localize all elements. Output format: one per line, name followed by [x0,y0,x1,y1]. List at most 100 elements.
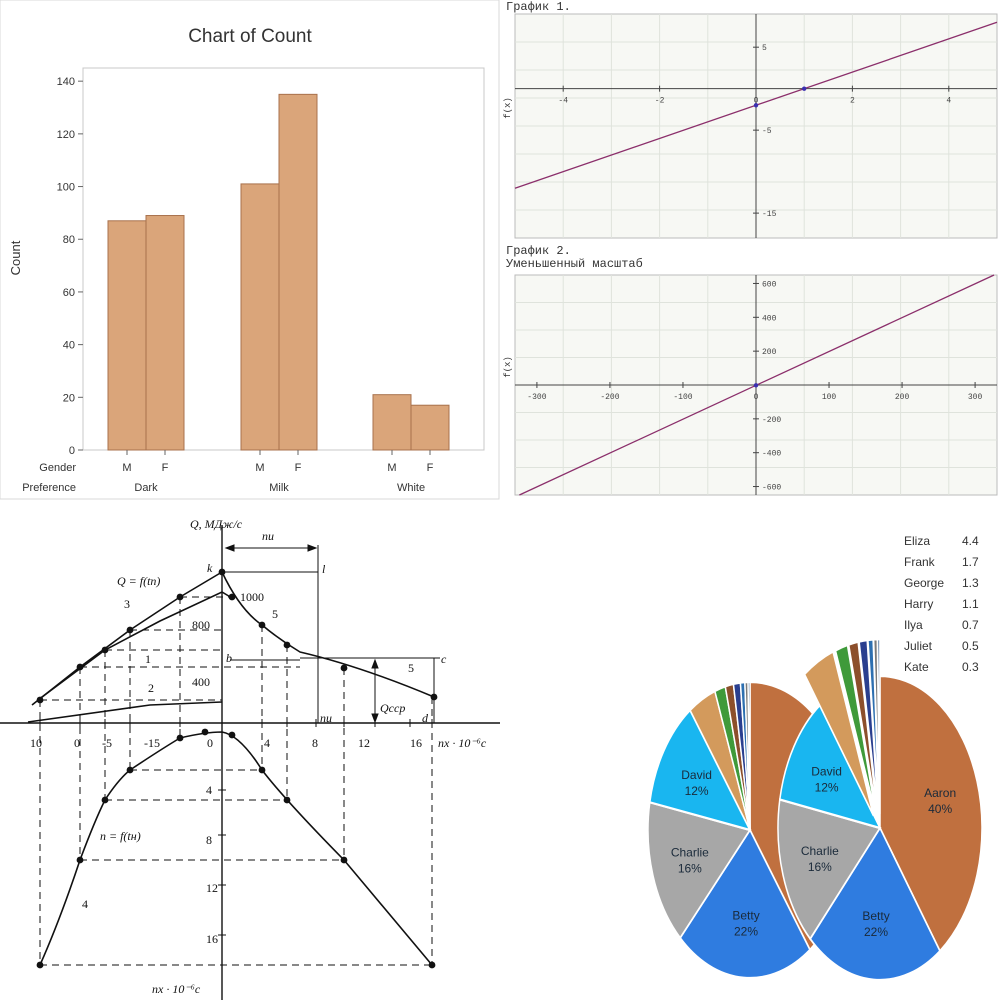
x-tick-label: 2 [850,97,855,106]
pie-slice-label: David [681,768,712,782]
x-axis-label: nx · 10⁻⁶c [438,736,487,750]
y-tick-label: 8 [206,833,212,847]
pie-slice-label: Aaron [924,786,956,800]
y-tick-label: 60 [63,287,75,299]
preference-label: Dark [134,482,158,494]
q-axis-label: Q, МДж/с [190,517,243,531]
data-point [258,766,266,774]
legend-name: Eliza [904,534,930,548]
x-axis-bottom-label: nx · 10⁻⁶c [152,982,201,996]
pie-slice-pct: 12% [685,784,709,798]
x-tick-label: 16 [410,736,422,750]
legend-value: 1.7 [962,555,979,569]
pie-slice-harry [858,638,879,815]
point-l-label: l [322,562,326,576]
graph-title: График 2. [506,244,571,258]
row-label-preference: Preference [22,482,76,494]
curve-3-label: 3 [124,597,130,611]
pie-slice-pct: 16% [808,860,832,874]
data-point [283,641,291,649]
point-k-label: k [207,561,213,575]
data-point [430,693,438,701]
x-tick-label: 100 [822,393,837,402]
pie-slice-group [778,703,882,830]
curve-4 [39,731,433,966]
y-tick-label: 140 [57,76,75,88]
y-tick-label: 4 [206,783,212,797]
data-point [76,663,84,671]
data-point [36,696,44,704]
gender-label: F [427,462,434,474]
legend-name: Kate [904,660,929,674]
line-graphs-panel: -4 -2 0 2 4 5 -5 -15 График 1. f(x) -300 -200 -100 0 1… [500,0,1000,500]
value-400: 400 [192,675,210,689]
y-tick-label: 120 [57,129,75,141]
line-graphs: -4 -2 0 2 4 5 -5 -15 График 1. f(x) -300 -200 -100 0 1… [500,0,1000,500]
y-tick-label: -400 [762,450,781,459]
pie-charts-panel: Aaron40%Betty22%Charlie16%David12%Aaron4… [500,500,1000,1000]
curve-1-label: 1 [145,652,151,666]
legend-value: 0.5 [962,639,979,653]
data-point [228,593,236,601]
y-tick-label: -5 [762,127,772,136]
pie-slice-group [648,708,752,832]
legend-name: George [904,576,944,590]
engineering-plot-panel: Q, МДж/с Q = f(tп) n = f(tн) Qсср nи nи nx · 1… [0,500,500,1000]
x-tick-label: 8 [312,736,318,750]
curve-4-label: 4 [82,897,88,911]
bar-milk-f [278,93,318,451]
pie-slice-group [876,638,881,815]
pie-slice-frank [834,643,877,816]
row-label-gender: Gender [39,462,76,474]
n-i-label: nи [262,529,274,543]
q-func-label: Q = f(tп) [117,574,160,588]
pie-slice-label: Betty [862,909,889,923]
bar-chart-frame [0,0,500,500]
data-point [176,734,184,742]
preference-label: Milk [269,482,289,494]
gender-label: M [122,462,131,474]
arrow-head [307,544,318,552]
x-tick-label: 0 [754,97,759,106]
gender-label: M [255,462,264,474]
pie-slice-group [847,640,878,815]
data-point [340,856,348,864]
legend-value: 1.1 [962,597,979,611]
pie-slice-label: David [811,765,842,779]
engineering-plot: Q, МДж/с Q = f(tп) n = f(tн) Qсср nи nи nx · 1… [0,517,500,1000]
data-point [283,796,291,804]
y-tick-label: -15 [762,210,777,219]
gender-label: F [295,462,302,474]
n-i-small-label: nи [320,711,332,725]
pie-slice-group [834,643,877,816]
y-tick-label: 200 [762,348,777,357]
x-tick-label: 0 [74,736,80,750]
pie-charts: Aaron40%Betty22%Charlie16%David12%Aaron4… [647,534,983,982]
y-tick-label: 400 [762,314,777,323]
x-tick-label: -15 [144,736,160,750]
point-d-label: d [422,711,429,725]
graph-y-label: f(x) [503,97,513,119]
x-tick-label: -100 [673,393,692,402]
x-tick-label: 10 [30,736,42,750]
y-tick-label: 16 [206,932,218,946]
pie-slice-group [777,798,882,941]
curve-2 [27,701,223,723]
y-tick-label: -200 [762,416,781,425]
data-point [218,568,226,576]
data-point [428,961,436,969]
pie-slice-charlie [647,800,752,940]
y-tick-label: 5 [762,44,767,53]
legend-name: Harry [904,597,933,611]
data-point [101,646,109,654]
n-func-label: n = f(tн) [100,829,141,843]
data-point [101,796,109,804]
pie-slice-group [809,826,942,982]
x-tick-label: 4 [946,97,951,106]
pie-slice-group [879,674,983,953]
value-800: 800 [192,618,210,632]
pie-slice-group [679,828,812,980]
pie-slice-pct: 40% [928,802,952,816]
pie-slice-david [648,708,752,832]
